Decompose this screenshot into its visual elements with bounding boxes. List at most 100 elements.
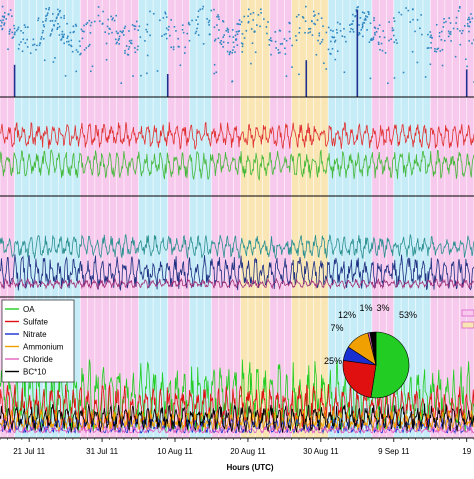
- scatter-point: [67, 40, 70, 43]
- scatter-point: [213, 39, 216, 42]
- scatter-point: [231, 80, 234, 83]
- pie-label-chloride: 1%: [359, 303, 372, 313]
- scatter-point: [55, 17, 58, 20]
- scatter-point: [370, 37, 373, 40]
- scatter-point: [130, 39, 133, 42]
- scatter-point: [369, 22, 372, 25]
- scatter-point: [56, 16, 58, 19]
- scatter-point: [7, 13, 10, 15]
- scatter-point: [161, 35, 163, 37]
- scatter-point: [72, 31, 75, 34]
- scatter-point: [134, 51, 137, 54]
- scatter-point: [236, 23, 239, 25]
- scatter-point: [372, 36, 375, 39]
- scatter-point: [288, 30, 291, 33]
- scatter-point: [373, 26, 376, 29]
- scatter-point: [159, 19, 161, 22]
- scatter-point: [237, 30, 240, 33]
- scatter-point: [419, 27, 421, 30]
- scatter-point: [162, 17, 165, 19]
- scatter-point: [268, 38, 271, 41]
- scatter-point: [426, 47, 429, 49]
- scatter-point: [240, 42, 243, 44]
- scatter-point: [449, 31, 452, 33]
- x-tick-label: 9 Sep 11: [378, 447, 410, 456]
- scatter-point: [469, 21, 472, 23]
- scatter-point: [227, 29, 229, 31]
- scatter-point: [250, 62, 252, 65]
- scatter-point: [430, 34, 432, 37]
- scatter-point: [133, 25, 136, 27]
- scatter-point: [165, 16, 168, 18]
- scatter-point: [307, 32, 310, 34]
- panel-bottom: [0, 358, 474, 435]
- scatter-point: [352, 20, 354, 22]
- scatter-point: [334, 41, 336, 43]
- scatter-point: [187, 21, 190, 24]
- pie-label-oa: 53%: [399, 310, 417, 320]
- scatter-point: [165, 37, 168, 40]
- scatter-point: [22, 38, 25, 41]
- scatter-point: [297, 13, 300, 16]
- scatter-point: [265, 26, 268, 28]
- scatter-point: [235, 39, 237, 41]
- scatter-point: [107, 18, 110, 21]
- scatter-point: [460, 32, 463, 35]
- scatter-point: [175, 30, 177, 32]
- scatter-point: [26, 38, 28, 41]
- scatter-point: [332, 36, 334, 39]
- scatter-point: [126, 53, 129, 56]
- scatter-point: [221, 20, 224, 22]
- scatter-point: [111, 31, 113, 34]
- scatter-point: [322, 25, 324, 28]
- scatter-point: [15, 29, 18, 32]
- scatter-point: [26, 46, 29, 48]
- scatter-point: [33, 43, 36, 46]
- scatter-point: [384, 52, 387, 54]
- scatter-point: [361, 26, 364, 29]
- scatter-point: [281, 42, 284, 45]
- scatter-point: [188, 23, 191, 26]
- scatter-point: [9, 28, 11, 31]
- scatter-point: [102, 10, 104, 13]
- scatter-point: [138, 25, 141, 28]
- scatter-point: [220, 43, 223, 45]
- scatter-point: [87, 45, 90, 48]
- scatter-point: [146, 72, 148, 75]
- shade-band-5: [189, 0, 212, 438]
- scatter-point: [241, 33, 244, 35]
- scatter-point: [238, 19, 241, 21]
- scatter-point: [254, 51, 257, 54]
- scatter-point: [407, 9, 410, 12]
- scatter-point: [217, 16, 220, 18]
- scatter-point: [83, 30, 85, 33]
- scatter-point: [134, 25, 137, 28]
- scatter-point: [468, 40, 470, 42]
- scatter-point: [7, 48, 9, 51]
- scatter-point: [284, 53, 287, 55]
- scatter-point: [163, 33, 166, 36]
- scatter-point: [241, 43, 244, 45]
- legend-box: [1, 299, 75, 383]
- scatter-point: [17, 47, 20, 50]
- scatter-point: [470, 13, 472, 15]
- scatter-point: [105, 58, 108, 61]
- scatter-point: [298, 27, 301, 29]
- scatter-point: [128, 46, 131, 48]
- scatter-point: [51, 28, 54, 31]
- scatter-point: [438, 31, 441, 34]
- scatter-point: [450, 40, 452, 42]
- scatter-point: [146, 54, 149, 57]
- scatter-point: [331, 47, 334, 50]
- scatter-point: [357, 34, 360, 36]
- scatter-point: [45, 15, 47, 17]
- scatter-point: [4, 11, 6, 14]
- scatter-point: [309, 31, 312, 33]
- scatter-point: [343, 71, 346, 74]
- scatter-point: [222, 20, 225, 23]
- scatter-point: [285, 40, 288, 42]
- scatter-point: [233, 46, 235, 48]
- scatter-point: [5, 18, 8, 20]
- scatter-point: [226, 27, 229, 30]
- scatter-point: [358, 31, 361, 34]
